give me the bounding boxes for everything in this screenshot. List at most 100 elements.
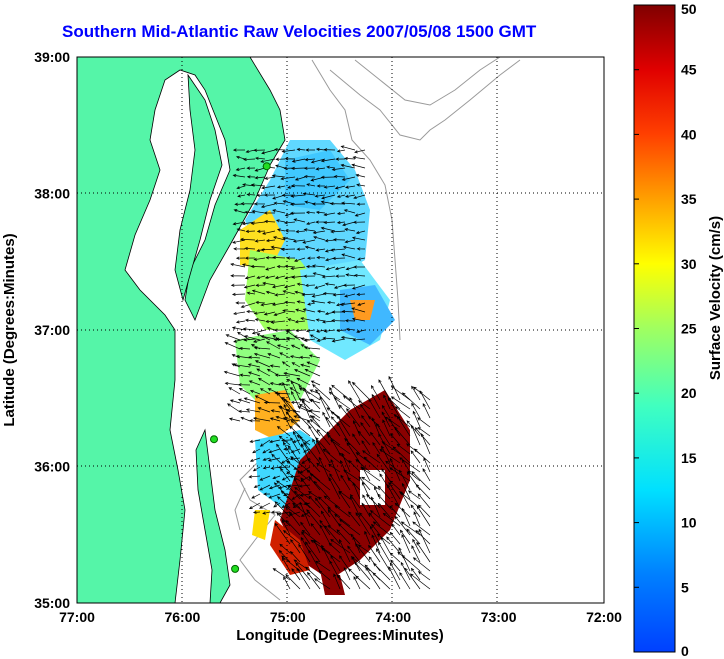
velocity-arrow: [273, 311, 286, 316]
velocity-arrow: [318, 456, 331, 482]
velocity-arrow: [312, 272, 326, 277]
velocity-arrow: [377, 502, 391, 518]
velocity-arrow: [307, 302, 316, 306]
velocity-arrow: [357, 257, 366, 261]
velocity-arrow: [325, 266, 336, 271]
velocity-arrow: [296, 377, 311, 386]
velocity-arrow: [322, 291, 336, 296]
velocity-arrow: [362, 494, 371, 509]
velocity-arrow: [294, 487, 311, 500]
velocity-arrow: [378, 541, 391, 563]
velocity-arrow: [275, 337, 291, 341]
velocity-arrow: [255, 156, 266, 160]
velocity-arrow: [301, 293, 316, 297]
x-axis-label: Longitude (Degrees:Minutes): [236, 627, 444, 644]
velocity-arrow: [289, 425, 301, 437]
velocity-arrow: [319, 396, 331, 419]
velocity-arrow: [338, 404, 351, 419]
velocity-arrow: [262, 466, 271, 470]
velocity-arrow: [254, 239, 266, 243]
velocity-arrow: [249, 419, 261, 423]
velocity-arrow: [307, 571, 321, 590]
velocity-arrow: [315, 329, 326, 333]
velocity-arrow: [223, 370, 241, 377]
velocity-arrow: [371, 393, 381, 410]
velocity-arrow: [412, 410, 421, 428]
velocity-arrow: [381, 468, 391, 482]
velocity-arrow: [277, 511, 291, 516]
velocity-arrow: [262, 448, 271, 454]
velocity-arrow: [354, 561, 371, 581]
velocity-arrow: [290, 266, 306, 270]
velocity-arrow: [353, 265, 366, 269]
velocity-arrow: [386, 536, 401, 554]
velocity-arrow: [339, 539, 351, 563]
velocity-arrow: [326, 300, 336, 305]
velocity-arrow: [406, 420, 421, 437]
velocity-arrow: [344, 194, 356, 198]
velocity-arrow: [248, 475, 261, 479]
velocity-arrow: [278, 435, 291, 446]
velocity-arrow: [261, 185, 276, 190]
stations: [210, 162, 271, 573]
velocity-arrow: [381, 404, 391, 419]
velocity-arrow: [361, 440, 371, 455]
velocity-arrow: [291, 158, 306, 163]
velocity-arrow: [306, 221, 316, 226]
velocity-arrow: [355, 173, 366, 178]
velocity-arrow: [236, 185, 246, 190]
velocity-arrow: [246, 310, 256, 314]
velocity-arrow: [345, 266, 356, 271]
velocity-arrow: [260, 203, 276, 209]
velocity-arrow: [355, 512, 371, 536]
velocity-arrow: [306, 183, 316, 187]
velocity-arrow: [303, 174, 316, 179]
velocity-arrow: [412, 557, 431, 572]
velocity-arrow: [281, 149, 296, 153]
velocity-arrow: [254, 318, 266, 322]
velocity-arrow: [297, 470, 311, 482]
velocity-arrow: [344, 319, 356, 323]
velocity-arrow: [249, 389, 261, 395]
velocity-arrow: [360, 466, 381, 482]
velocity-arrow: [253, 257, 266, 261]
velocity-arrow: [260, 158, 276, 163]
velocity-arrow: [272, 475, 281, 480]
velocity-arrow: [322, 336, 336, 340]
velocity-arrow: [233, 311, 246, 316]
velocity-arrow: [388, 566, 401, 590]
velocity-arrow: [309, 473, 331, 491]
velocity-arrow: [316, 255, 326, 260]
velocity-arrow: [351, 236, 366, 241]
velocity-arrow: [237, 194, 246, 198]
velocity-arrow: [274, 522, 291, 545]
velocity-arrow: [311, 202, 326, 206]
velocity-arrow: [279, 352, 291, 359]
velocity-arrow: [232, 174, 246, 178]
velocity-arrow: [276, 344, 291, 350]
velocity-arrow: [235, 256, 246, 260]
velocity-arrow: [318, 496, 331, 509]
velocity-arrow: [359, 512, 371, 527]
colorbar-tick-label: 50: [681, 1, 697, 17]
velocity-arrow: [240, 302, 256, 308]
velocity-arrow: [256, 229, 266, 233]
velocity-arrow: [287, 445, 301, 464]
velocity-arrow: [276, 185, 286, 189]
velocity-arrow: [416, 505, 431, 527]
velocity-arrow: [401, 392, 421, 410]
velocity-arrow: [410, 450, 421, 464]
velocity-arrow: [401, 554, 421, 572]
velocity-arrow: [305, 210, 316, 215]
velocity-arrow: [282, 381, 291, 401]
velocity-arrow: [326, 431, 341, 455]
velocity-arrow: [399, 469, 411, 491]
velocity-arrow: [276, 425, 291, 437]
velocity-arrow: [401, 507, 411, 527]
velocity-arrow: [348, 380, 361, 401]
velocity-arrow: [312, 438, 321, 455]
velocity-arrow: [244, 246, 256, 251]
velocity-arrow: [282, 441, 291, 455]
velocity-arrow: [293, 477, 301, 491]
velocity-arrow: [314, 284, 326, 289]
